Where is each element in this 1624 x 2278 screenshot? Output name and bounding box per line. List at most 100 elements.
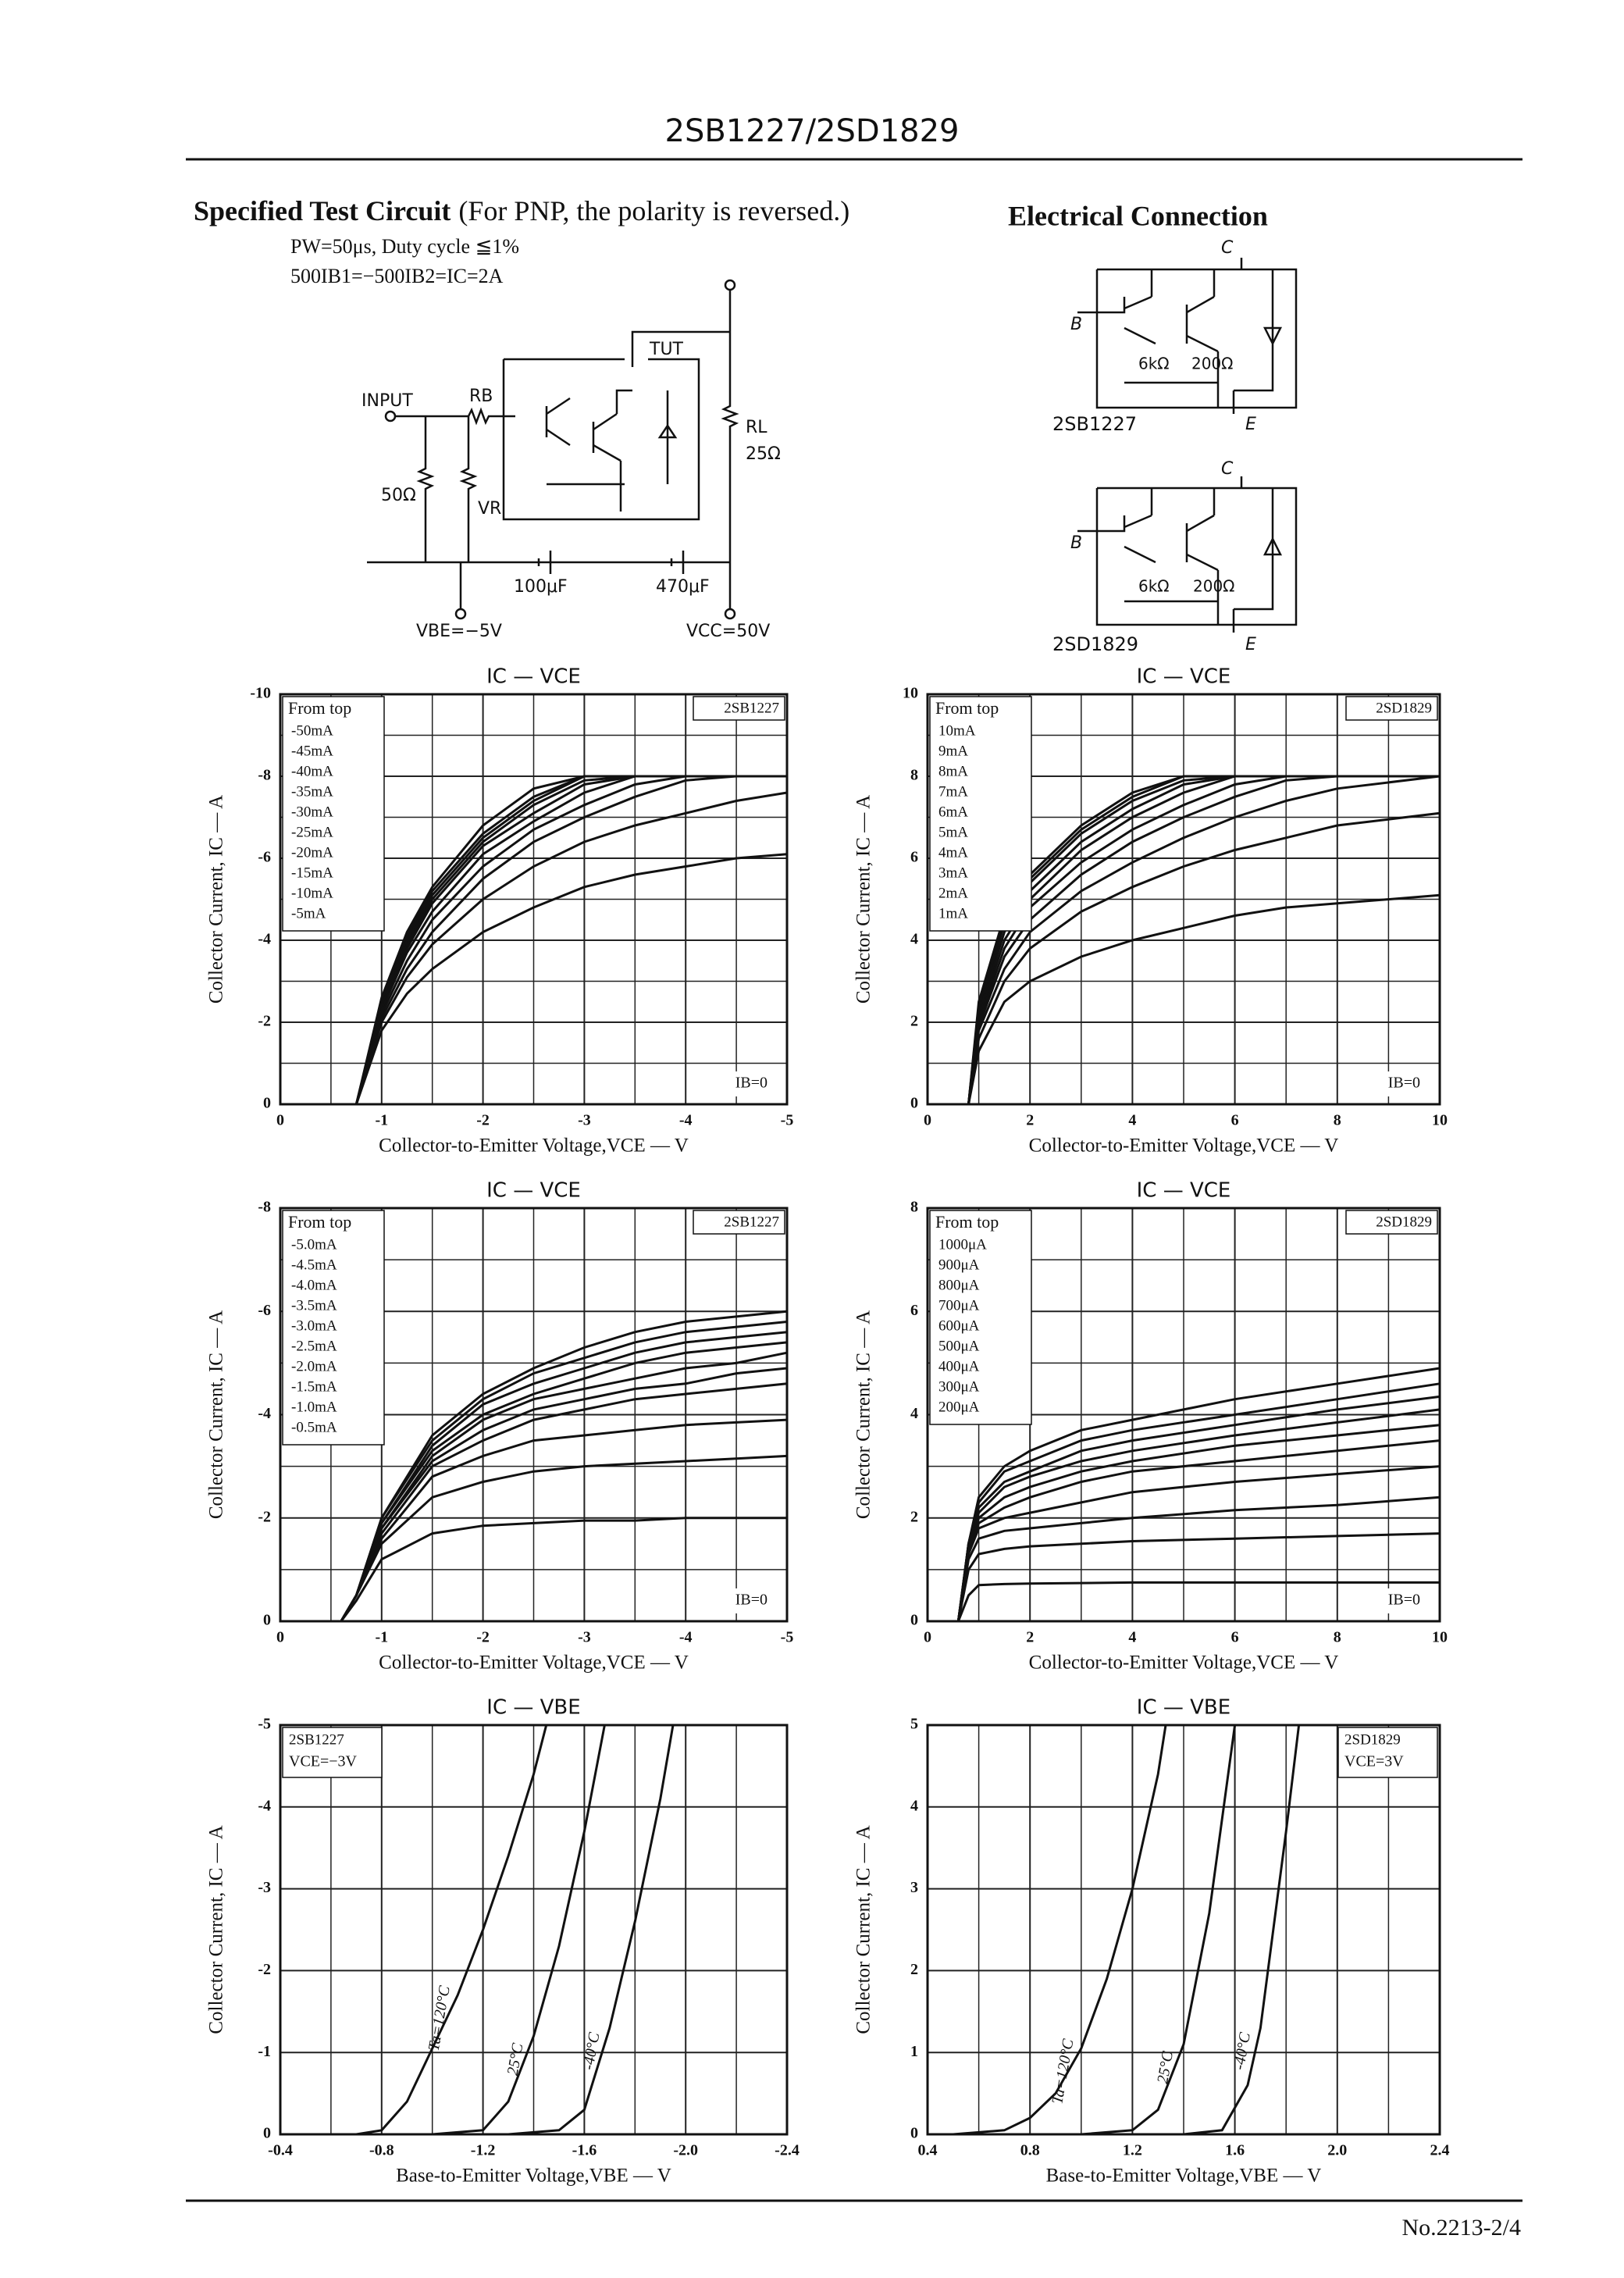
curve	[280, 1454, 788, 1623]
curve-label: -40°C	[1230, 2030, 1254, 2071]
y-tick-label: -3	[258, 1879, 271, 1896]
curve	[953, 1724, 1167, 2136]
y-tick-label: -10	[250, 685, 271, 702]
y-tick-label: 0	[263, 2125, 271, 2142]
y-tick-label: -2	[258, 1013, 271, 1030]
plot-frame	[926, 1207, 1441, 1623]
legend-entry: -2.0mA	[291, 1358, 337, 1374]
legend-entry: 300μA	[938, 1378, 980, 1395]
device-label: 2SB1227	[724, 700, 779, 716]
legend-entry: 9mA	[938, 743, 968, 759]
curve	[1081, 1724, 1237, 2136]
curve-label: 25°C	[504, 2041, 527, 2077]
page-number: No.2213-2/4	[1402, 2215, 1522, 2241]
y-tick-label: 1	[910, 2043, 918, 2060]
y-axis-label: Collector Current, IC — A	[853, 1825, 874, 2034]
legend-title: From top	[288, 698, 351, 718]
device-box	[1345, 1210, 1438, 1235]
note-box	[1366, 1588, 1428, 1613]
note: VCE=3V	[1344, 1753, 1404, 1770]
test-circuit-subtitle: (For PNP, the polarity is reversed.)	[458, 195, 849, 226]
y-axis-label: Collector Current, IC — A	[853, 795, 874, 1004]
x-tick-label: -3	[578, 1629, 591, 1646]
chart: 0 2 4 6 8 10 0 2 4 6 8 10 IC — VCE Collector-to-Emitt…	[853, 665, 1448, 1157]
legend-entry: 700μA	[938, 1297, 980, 1314]
legend-entry: -0.5mA	[291, 1419, 337, 1435]
x-axis-label: Base-to-Emitter Voltage,VBE — V	[1046, 2166, 1322, 2187]
y-axis-label: Collector Current, IC — A	[206, 1825, 227, 2034]
y-axis-label: Collector Current, IC — A	[206, 795, 227, 1004]
legend-entry: 400μA	[938, 1358, 980, 1374]
chart-title: IC — VBE	[1137, 1696, 1230, 1720]
x-tick-label: 0.4	[918, 2142, 938, 2159]
note: IB=0	[1388, 1592, 1420, 1609]
test-circuit-title: Specified Test Circuit (For PNP, the pola…	[194, 195, 849, 226]
legend-entry: 8mA	[938, 763, 968, 779]
y-tick-label: 10	[903, 685, 918, 702]
y-tick-label: 0	[263, 1612, 271, 1629]
legend-title: From top	[288, 1212, 351, 1232]
note-box	[713, 1071, 775, 1096]
y-tick-label: 2	[910, 1508, 918, 1525]
note-box	[713, 1588, 775, 1613]
x-tick-label: -4	[679, 1112, 693, 1129]
circuit-label: 100μF	[514, 577, 568, 597]
resistor-label: 200Ω	[1193, 577, 1234, 596]
x-tick-label: -0.8	[369, 2142, 394, 2159]
y-tick-label: 0	[263, 1095, 271, 1112]
x-tick-label: -2.0	[673, 2142, 698, 2159]
x-axis-label: Collector-to-Emitter Voltage,VCE — V	[1029, 1135, 1339, 1157]
device-box	[1345, 696, 1438, 721]
note: VCE=−3V	[289, 1753, 358, 1770]
test-circuit-title-main: Specified Test Circuit	[194, 195, 451, 226]
device-label: 2SD1829	[1344, 1731, 1401, 1748]
y-tick-label: 2	[910, 1961, 918, 1978]
test-circuit: INPUT RB TUT RL 25Ω 50Ω VR 100μF 470μF V…	[361, 279, 781, 641]
circuit-label: RL	[746, 418, 767, 437]
chart-title: IC — VCE	[1137, 1179, 1231, 1203]
legend-entry: 800μA	[938, 1277, 980, 1293]
plot-frame	[279, 693, 789, 1106]
y-tick-label: 6	[910, 1302, 918, 1319]
device-box	[693, 1210, 785, 1235]
device-label: 2SD1829	[1052, 633, 1138, 655]
legend-entry: -2.5mA	[291, 1338, 337, 1354]
y-tick-label: -6	[258, 849, 271, 866]
y-tick-label: -2	[258, 1961, 271, 1978]
curve	[928, 1581, 1440, 1623]
y-tick-label: 0	[910, 1095, 918, 1112]
device-label: 2SB1227	[724, 1214, 779, 1230]
curve-label: -40°C	[579, 2030, 603, 2071]
chart: 0 2 4 6 8 10 0 2 4 6 8 IC — VCE Collector-to-Emitter…	[853, 1179, 1448, 1674]
legend-entry: -5.0mA	[291, 1236, 337, 1253]
circuit-label: VBE=−5V	[416, 622, 502, 641]
x-axis-label: Collector-to-Emitter Voltage,VCE — V	[379, 1135, 689, 1157]
legend-entry: 7mA	[938, 783, 968, 800]
x-tick-label: 0.8	[1020, 2142, 1040, 2159]
circuit-label: 25Ω	[746, 444, 781, 464]
curve-label: 25°C	[1154, 2050, 1177, 2085]
legend-entry: -3.5mA	[291, 1297, 337, 1314]
legend-entry: -5mA	[291, 905, 326, 922]
x-tick-label: -3	[578, 1112, 591, 1129]
x-tick-label: -5	[781, 1629, 794, 1646]
x-tick-label: 6	[1231, 1629, 1239, 1646]
device-label: 2SB1227	[1052, 413, 1137, 435]
plot-frame	[279, 1724, 789, 2136]
legend-entry: 900μA	[938, 1257, 980, 1273]
x-axis-label: Base-to-Emitter Voltage,VBE — V	[396, 2166, 671, 2187]
curve	[508, 1724, 675, 2136]
x-tick-label: 0	[276, 1112, 284, 1129]
resistor-label: 6kΩ	[1138, 355, 1170, 373]
legend-entry: -50mA	[291, 722, 333, 739]
x-tick-label: -5	[781, 1112, 794, 1129]
legend-box	[1337, 1727, 1438, 1778]
pin-label: E	[1245, 415, 1256, 434]
x-tick-label: 10	[1432, 1629, 1448, 1646]
circuit-label: VR	[478, 499, 501, 519]
device-label: 2SB1227	[289, 1731, 344, 1748]
x-tick-label: 0	[924, 1629, 931, 1646]
plot-frame	[279, 1207, 789, 1623]
